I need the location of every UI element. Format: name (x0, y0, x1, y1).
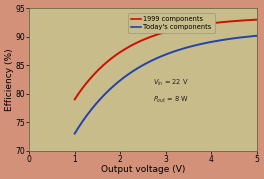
Y-axis label: Efficiency (%): Efficiency (%) (5, 48, 14, 111)
Text: $P_{out}$ = 8 W: $P_{out}$ = 8 W (153, 95, 189, 105)
X-axis label: Output voltage (V): Output voltage (V) (101, 165, 185, 174)
Legend: 1999 components, Today's components: 1999 components, Today's components (128, 13, 215, 33)
Text: $V_{in}$ = 22 V: $V_{in}$ = 22 V (153, 78, 189, 88)
